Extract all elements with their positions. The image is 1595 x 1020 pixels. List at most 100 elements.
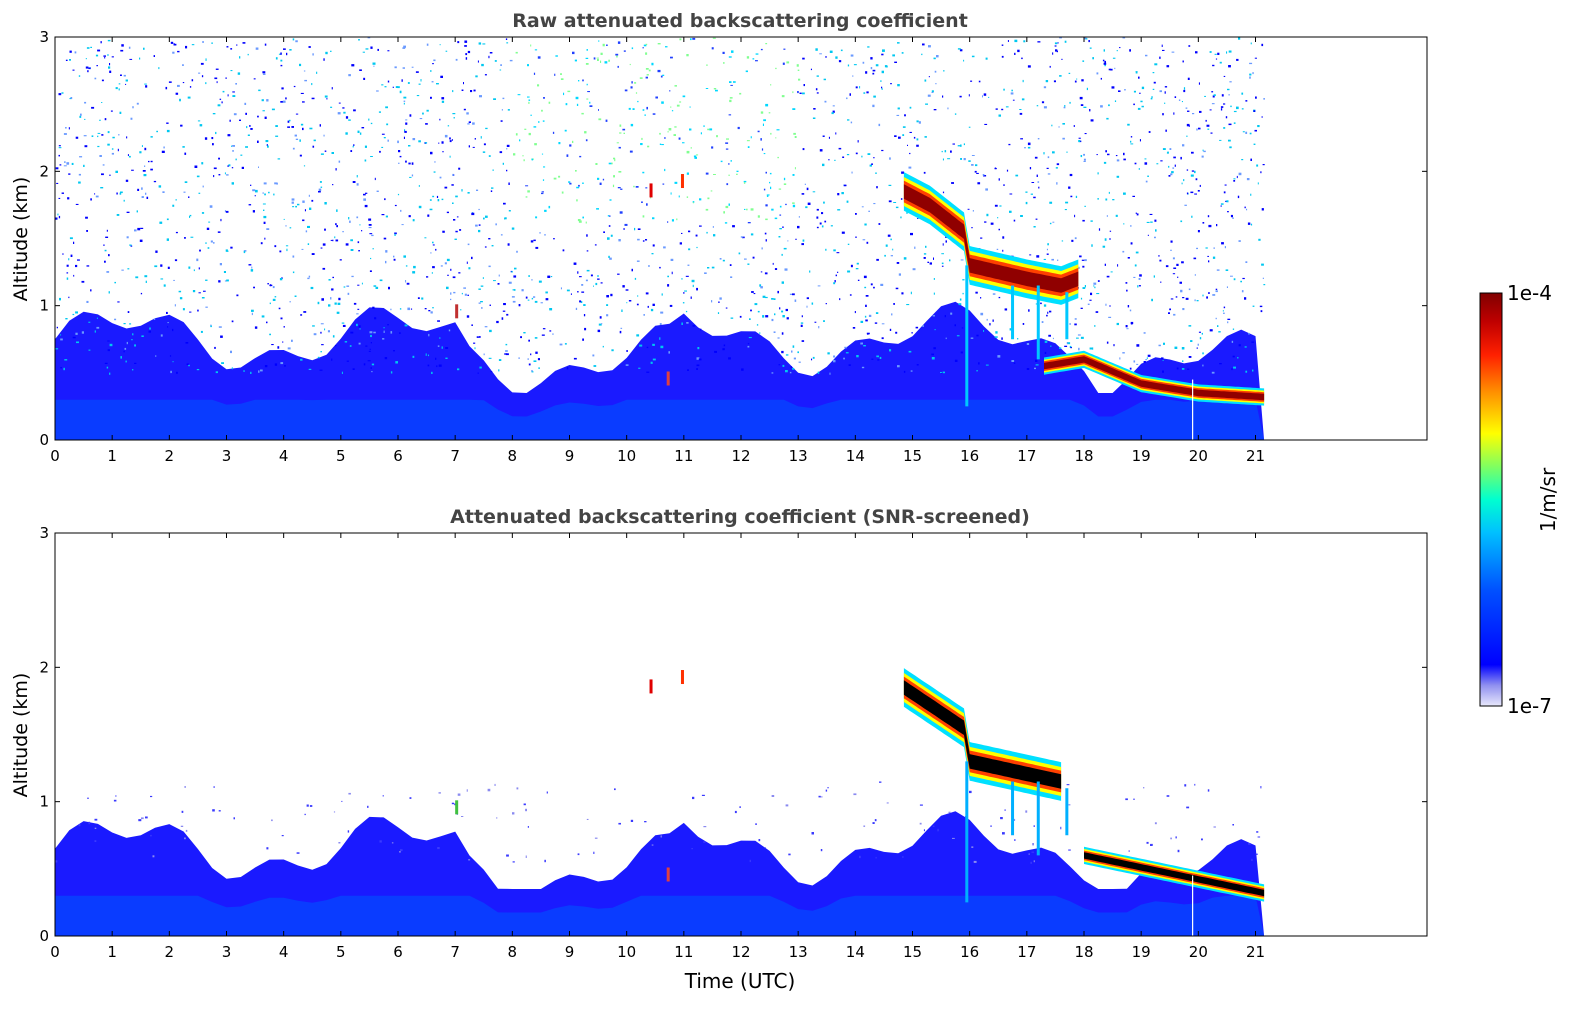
noise-pixel <box>250 128 253 130</box>
x-tick-label: 20 <box>1189 943 1208 961</box>
noise-pixel <box>266 321 268 324</box>
noise-pixel <box>325 51 328 55</box>
noise-pixel <box>809 270 811 273</box>
noise-pixel <box>861 366 865 369</box>
noise-pixel <box>56 326 58 329</box>
noise-pixel <box>457 793 461 796</box>
noise-pixel <box>909 106 912 109</box>
noise-pixel <box>1025 201 1028 205</box>
noise-pixel <box>1164 102 1166 104</box>
noise-pixel <box>324 228 326 231</box>
noise-pixel <box>1202 222 1205 224</box>
noise-pixel <box>335 239 339 242</box>
noise-pixel <box>1043 152 1045 155</box>
noise-pixel <box>736 173 738 175</box>
noise-pixel <box>454 803 456 806</box>
noise-pixel <box>332 239 334 242</box>
noise-pixel <box>231 367 233 370</box>
noise-pixel <box>812 356 815 359</box>
noise-pixel <box>1252 305 1255 307</box>
noise-pixel <box>245 112 247 115</box>
noise-pixel <box>421 297 424 300</box>
noise-pixel <box>881 70 884 74</box>
noise-pixel <box>1129 367 1132 370</box>
noise-pixel <box>428 310 431 312</box>
noise-pixel <box>531 297 534 300</box>
noise-pixel <box>1102 245 1106 248</box>
noise-pixel <box>534 300 538 303</box>
noise-pixel <box>308 368 312 370</box>
noise-pixel <box>91 135 94 137</box>
panel2-xlabel: Time (UTC) <box>684 969 796 993</box>
noise-pixel <box>865 319 868 322</box>
noise-pixel <box>166 218 169 221</box>
noise-pixel <box>553 238 555 240</box>
noise-pixel <box>466 261 468 264</box>
noise-pixel <box>691 279 695 283</box>
noise-pixel <box>154 265 158 268</box>
noise-pixel <box>942 158 944 161</box>
noise-pixel <box>985 188 988 191</box>
noise-pixel <box>281 835 284 837</box>
noise-pixel <box>833 355 836 358</box>
noise-pixel <box>276 182 278 185</box>
noise-pixel <box>1226 51 1228 54</box>
noise-pixel <box>471 256 473 260</box>
noise-pixel <box>794 299 797 302</box>
noise-pixel <box>713 88 717 90</box>
noise-pixel <box>60 367 62 369</box>
noise-pixel <box>1182 360 1184 362</box>
noise-pixel <box>541 109 543 112</box>
noise-pixel <box>622 285 625 288</box>
noise-pixel <box>1104 263 1106 266</box>
noise-pixel <box>397 86 400 89</box>
noise-pixel <box>737 126 740 130</box>
noise-pixel <box>711 266 715 269</box>
noise-pixel <box>958 303 962 306</box>
noise-pixel <box>134 229 137 232</box>
noise-pixel <box>593 851 595 854</box>
noise-pixel <box>350 331 354 334</box>
noise-pixel <box>1148 131 1151 133</box>
noise-pixel <box>1012 99 1015 101</box>
noise-pixel <box>1055 167 1058 169</box>
noise-pixel <box>1220 205 1222 207</box>
noise-pixel <box>485 215 488 218</box>
noise-pixel <box>679 38 682 41</box>
noise-pixel <box>506 169 508 172</box>
noise-pixel <box>475 75 478 78</box>
noise-pixel <box>1145 54 1148 57</box>
noise-pixel <box>592 354 595 357</box>
noise-pixel <box>1220 106 1224 108</box>
noise-pixel <box>595 163 598 165</box>
noise-pixel <box>725 205 729 209</box>
x-tick-label: 12 <box>731 943 750 961</box>
noise-pixel <box>227 165 229 167</box>
noise-pixel <box>1204 95 1206 97</box>
noise-pixel <box>436 83 439 85</box>
noise-pixel <box>787 240 789 242</box>
noise-pixel <box>1250 42 1252 45</box>
noise-pixel <box>494 783 496 786</box>
noise-pixel <box>678 137 681 140</box>
noise-pixel <box>792 345 795 348</box>
noise-pixel <box>794 136 797 138</box>
noise-pixel <box>1059 37 1062 39</box>
noise-pixel <box>968 126 971 128</box>
noise-pixel <box>83 135 87 137</box>
noise-pixel <box>789 371 792 374</box>
noise-pixel <box>254 326 258 329</box>
noise-pixel <box>645 239 647 241</box>
noise-pixel <box>125 83 127 85</box>
noise-pixel <box>479 95 482 98</box>
noise-pixel <box>311 97 315 100</box>
noise-pixel <box>749 318 751 320</box>
noise-pixel <box>769 172 772 175</box>
noise-pixel <box>904 114 906 117</box>
noise-pixel <box>1040 302 1042 305</box>
noise-pixel <box>185 342 189 344</box>
noise-pixel <box>970 337 974 339</box>
noise-pixel <box>439 176 442 179</box>
noise-pixel <box>511 271 513 273</box>
noise-pixel <box>1069 323 1071 325</box>
